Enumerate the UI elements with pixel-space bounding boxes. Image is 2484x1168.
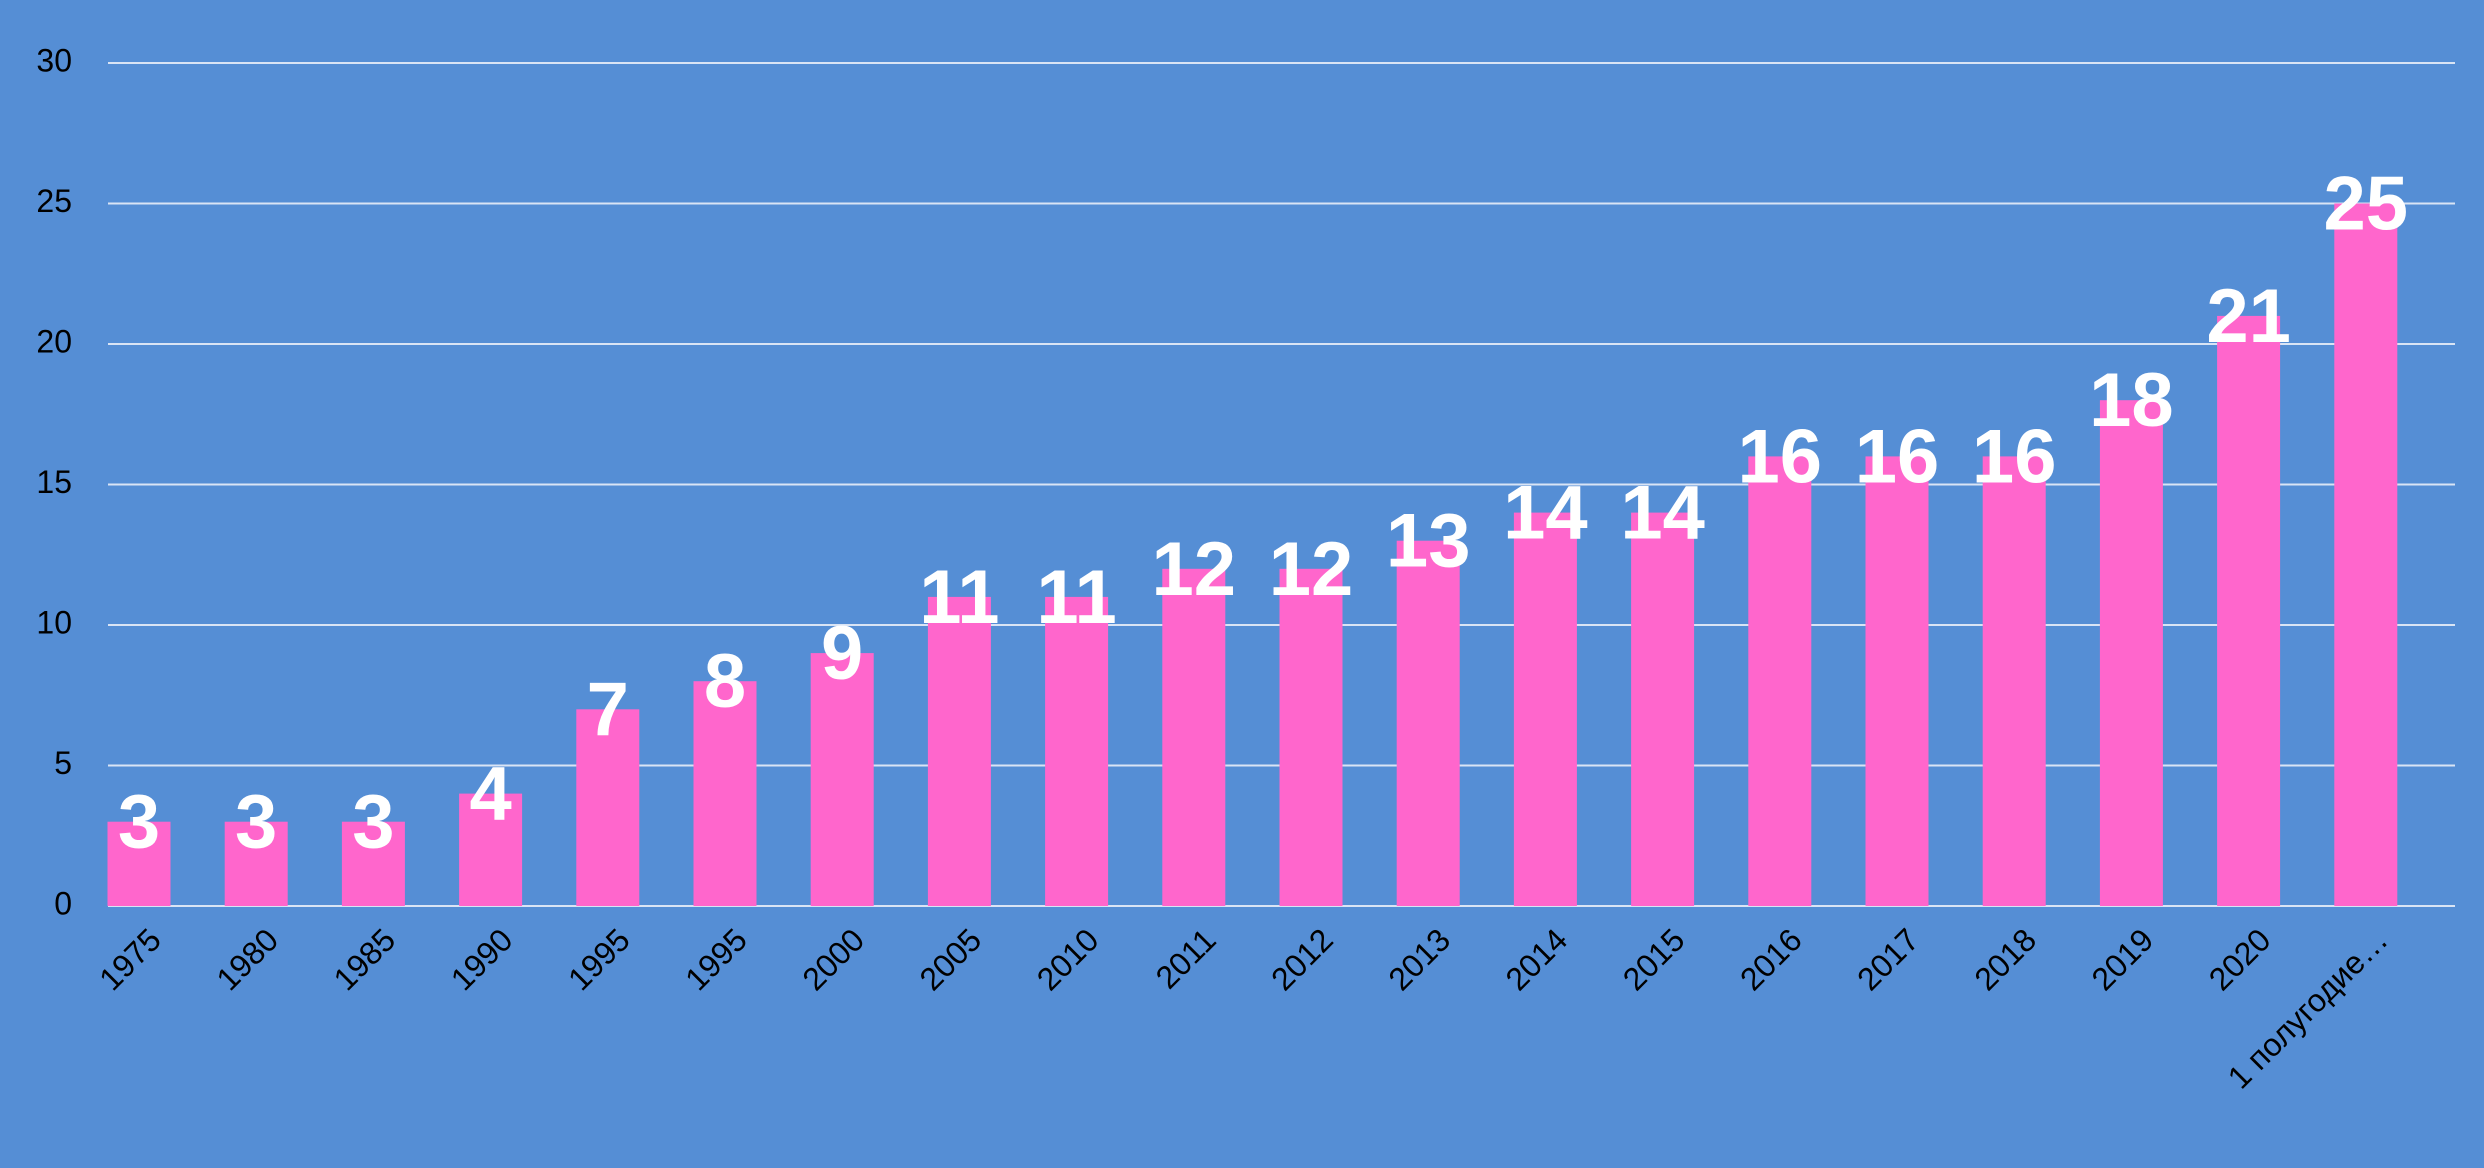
data-label: 25	[2324, 162, 2409, 247]
bar	[1279, 568, 1343, 906]
y-tick-label: 25	[36, 183, 72, 219]
data-label: 16	[1738, 414, 1823, 499]
x-tick-label: 1975	[92, 921, 168, 997]
bar	[1396, 540, 1460, 906]
x-tick-label: 2015	[1616, 921, 1692, 997]
y-tick-label: 20	[36, 323, 72, 359]
data-label: 21	[2206, 274, 2291, 359]
bar	[1865, 456, 1929, 906]
bar	[1982, 456, 2046, 906]
y-tick-label: 30	[36, 42, 72, 78]
data-label: 7	[587, 667, 629, 752]
x-tick-label: 2010	[1030, 921, 1106, 997]
bar	[1513, 512, 1577, 906]
x-tick-label: 2016	[1733, 921, 1809, 997]
x-tick-label: 1980	[209, 921, 285, 997]
bar	[576, 709, 640, 906]
data-label: 12	[1269, 527, 1354, 612]
bar	[224, 821, 288, 906]
data-label: 3	[235, 780, 277, 865]
data-label: 9	[821, 611, 863, 696]
data-label: 18	[2089, 358, 2174, 443]
bar	[1162, 568, 1226, 906]
data-label: 4	[469, 752, 511, 837]
data-label: 11	[919, 555, 999, 640]
data-label: 12	[1152, 527, 1237, 612]
x-tick-label: 2019	[2085, 921, 2161, 997]
bar	[693, 681, 757, 906]
data-label: 16	[1972, 414, 2057, 499]
x-tick-label: 2018	[1967, 921, 2043, 997]
x-tick-label: 2013	[1381, 921, 1457, 997]
y-tick-label: 5	[54, 745, 72, 781]
x-tick-label: 2011	[1149, 921, 1223, 995]
x-tick-label: 2005	[913, 921, 989, 997]
bar	[927, 596, 991, 906]
data-label: 11	[1036, 555, 1116, 640]
data-label: 13	[1386, 499, 1471, 584]
bar	[341, 821, 405, 906]
x-tick-label: 1995	[561, 921, 637, 997]
bar	[1045, 596, 1109, 906]
data-label: 3	[352, 780, 394, 865]
x-tick-label: 2012	[1264, 921, 1340, 997]
bar	[107, 821, 171, 906]
x-tick-label: 2000	[795, 921, 871, 997]
data-label: 16	[1855, 414, 1940, 499]
bar	[459, 793, 523, 906]
bar	[2217, 315, 2281, 906]
x-tick-label: 1985	[327, 921, 403, 997]
data-label: 8	[704, 639, 746, 724]
data-label: 14	[1503, 471, 1588, 556]
data-label: 3	[118, 780, 160, 865]
x-tick-label: 2017	[1850, 921, 1926, 997]
x-tick-label: 2020	[2202, 921, 2278, 997]
bar	[1631, 512, 1695, 906]
bar	[2099, 400, 2163, 906]
bar	[810, 653, 874, 906]
x-tick-label: 2014	[1499, 921, 1575, 997]
bar	[2334, 203, 2398, 906]
bar	[1748, 456, 1812, 906]
y-tick-label: 15	[36, 464, 72, 500]
x-tick-label: 1995	[678, 921, 754, 997]
y-tick-label: 10	[36, 604, 72, 640]
x-tick-label: 1990	[444, 921, 520, 997]
data-label: 14	[1620, 471, 1705, 556]
y-tick-label: 0	[54, 885, 72, 921]
